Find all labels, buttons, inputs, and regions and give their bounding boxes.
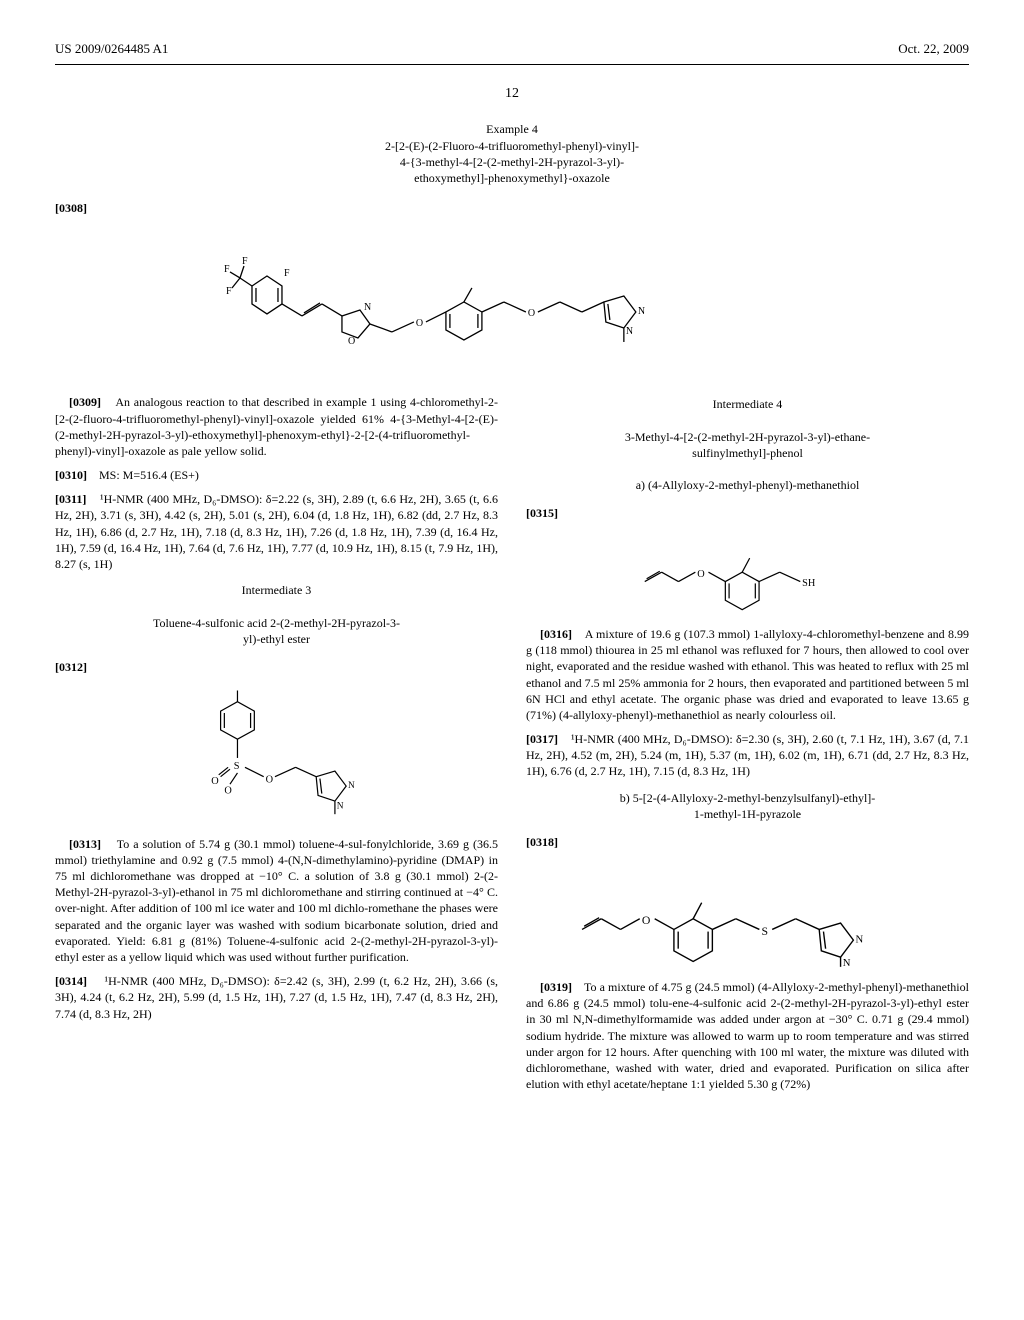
para-code-0319: [0319] [540,980,572,994]
interm3-title-l2: yl)-ethyl ester [243,632,310,646]
svg-text:O: O [697,568,705,579]
svg-text:N: N [348,781,355,791]
interm4-sub-a: a) (4-Allyloxy-2-methyl-phenyl)-methanet… [636,478,860,492]
svg-text:S: S [761,925,768,938]
header: US 2009/0264485 A1 Oct. 22, 2009 [55,40,969,58]
pub-number: US 2009/0264485 A1 [55,40,168,58]
svg-text:N: N [626,326,633,337]
two-column-body: [0309] An analogous reaction to that des… [55,386,969,1100]
svg-text:O: O [211,776,219,787]
para-text-0311: ¹H-NMR (400 MHz, D₆-DMSO): δ=2.22 (s, 3H… [55,492,498,571]
interm3-label: Intermediate 3 [242,583,312,597]
para-0311: [0311] ¹H-NMR (400 MHz, D₆-DMSO): δ=2.22… [55,491,498,572]
para-0319: [0319] To a mixture of 4.75 g (24.5 mmol… [526,979,969,1092]
para-0313: [0313] To a solution of 5.74 g (30.1 mmo… [55,836,498,966]
para-text-0316: A mixture of 19.6 g (107.3 mmol) 1-allyl… [526,627,969,722]
para-0315: [0315] [526,505,969,521]
para-text-0314: ¹H-NMR (400 MHz, D₆-DMSO): δ=2.42 (s, 3H… [55,974,498,1020]
para-code-0317: [0317] [526,732,558,746]
svg-text:N: N [336,802,343,812]
interm4-sub-b-title: b) 5-[2-(4-Allyloxy-2-methyl-benzylsulfa… [526,790,969,822]
left-column: [0309] An analogous reaction to that des… [55,386,498,1100]
para-code-0314: [0314] [55,974,87,988]
pub-date: Oct. 22, 2009 [898,40,969,58]
para-code-0309: [0309] [69,395,101,409]
example-title-l3: ethoxymethyl]-phenoxymethyl}-oxazole [414,171,610,185]
example-title-l2: 4-{3-methyl-4-[2-(2-methyl-2H-pyrazol-3-… [400,155,624,169]
para-0309: [0309] An analogous reaction to that des… [55,394,498,459]
interm4-title-l2: sulfinylmethyl]-phenol [692,446,803,460]
interm4-sub-b-l2: 1-methyl-1H-pyrazole [694,807,801,821]
intermediate3-title: Intermediate 3 Toluene-4-sulfonic acid 2… [55,582,498,647]
structure-figure-example4: F F F F O N O O N N [192,226,832,366]
para-code-0312: [0312] [55,660,87,674]
svg-text:N: N [855,933,863,945]
example-title-l1: 2-[2-(E)-(2-Fluoro-4-trifluoromethyl-phe… [385,139,639,153]
para-0312: [0312] [55,659,498,675]
svg-text:F: F [226,286,232,297]
para-code-0311: [0311] [55,492,86,506]
para-0308: [0308] [55,200,969,216]
svg-text:SH: SH [802,578,816,589]
header-rule [55,64,969,65]
para-0310: [0310] MS: M=516.4 (ES+) [55,467,498,483]
example-label: Example 4 [486,122,538,136]
right-column: Intermediate 4 3-Methyl-4-[2-(2-methyl-2… [526,386,969,1100]
svg-text:O: O [348,336,355,347]
para-text-0309: An analogous reaction to that described … [55,395,498,458]
svg-text:O: O [265,774,273,785]
svg-text:S: S [233,761,239,772]
interm4-title-l1: 3-Methyl-4-[2-(2-methyl-2H-pyrazol-3-yl)… [625,430,870,444]
para-text-0319: To a mixture of 4.75 g (24.5 mmol) (4-Al… [526,980,969,1091]
structure-figure-interm4b: O S N N [566,860,929,967]
para-code-0310: [0310] [55,468,87,482]
para-code-0313: [0313] [69,837,101,851]
svg-text:N: N [364,302,371,313]
para-0316: [0316] A mixture of 19.6 g (107.3 mmol) … [526,626,969,723]
structure-figure-interm3: S O O O N N [155,683,399,824]
intermediate4-title: Intermediate 4 3-Methyl-4-[2-(2-methyl-2… [526,396,969,493]
structure-figure-interm4a: O SH [626,530,870,614]
svg-text:O: O [528,308,535,319]
para-0318: [0318] [526,834,969,850]
svg-text:F: F [242,256,248,267]
para-text-0317: ¹H-NMR (400 MHz, D₆-DMSO): δ=2.30 (s, 3H… [526,732,969,778]
para-text-0313: To a solution of 5.74 g (30.1 mmol) tolu… [55,837,498,964]
interm3-title-l1: Toluene-4-sulfonic acid 2-(2-methyl-2H-p… [153,616,400,630]
interm4-sub-b-l1: b) 5-[2-(4-Allyloxy-2-methyl-benzylsulfa… [620,791,876,805]
example4-title: Example 4 2-[2-(E)-(2-Fluoro-4-trifluoro… [55,121,969,186]
para-code-0308: [0308] [55,201,87,215]
page-number: 12 [55,85,969,104]
para-0314: [0314] ¹H-NMR (400 MHz, D₆-DMSO): δ=2.42… [55,973,498,1022]
svg-text:F: F [284,268,290,279]
svg-text:N: N [843,957,851,967]
interm4-label: Intermediate 4 [713,397,783,411]
svg-text:N: N [638,306,645,317]
svg-text:O: O [642,914,650,927]
para-0317: [0317] ¹H-NMR (400 MHz, D₆-DMSO): δ=2.30… [526,731,969,780]
para-code-0316: [0316] [540,627,572,641]
para-code-0315: [0315] [526,506,558,520]
svg-text:O: O [416,318,423,329]
svg-text:O: O [224,786,232,797]
para-code-0318: [0318] [526,835,558,849]
para-text-0310: MS: M=516.4 (ES+) [99,468,199,482]
svg-text:F: F [224,264,230,275]
